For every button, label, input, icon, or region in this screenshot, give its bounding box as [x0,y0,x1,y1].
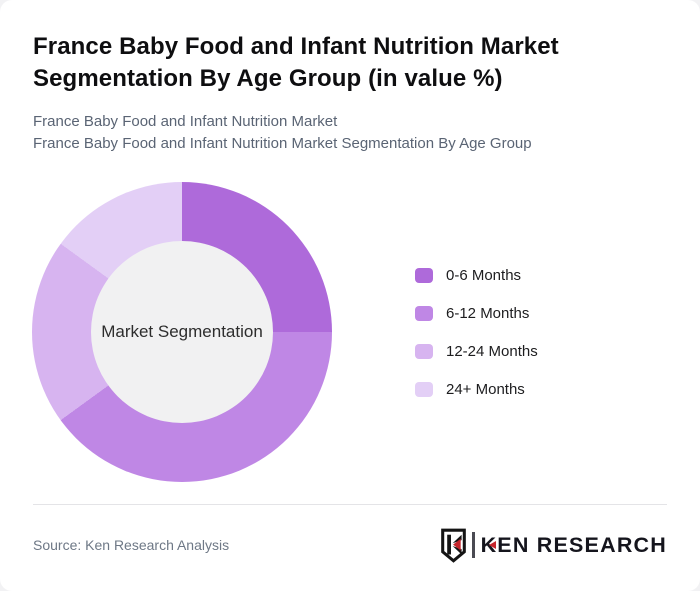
legend-swatch-icon [415,344,433,359]
brand-text-wrap: KEN RESEARCH [481,527,667,563]
legend-item: 6-12 Months [415,306,538,321]
brand-separator [472,532,475,558]
legend-item: 0-6 Months [415,268,538,283]
legend-swatch-icon [415,306,433,321]
legend-label: 0-6 Months [446,267,522,284]
subtitle-line-2: France Baby Food and Infant Nutrition Ma… [33,135,532,152]
donut-chart-hole: Market Segmentation [91,241,273,423]
legend-item: 12-24 Months [415,344,538,359]
legend-swatch-icon [415,268,433,283]
chart-legend: 0-6 Months 6-12 Months 12-24 Months 24+ … [415,268,538,420]
page-title: France Baby Food and Infant Nutrition Ma… [33,33,559,92]
legend-label: 24+ Months [446,381,525,398]
legend-swatch-icon [415,382,433,397]
legend-item: 24+ Months [415,382,538,397]
brand-k-red-triangle-icon [488,540,496,549]
brand-text: KEN RESEARCH [480,533,667,557]
ken-research-shield-icon [441,528,466,563]
legend-label: 12-24 Months [446,343,538,360]
donut-center-label: Market Segmentation [101,322,263,341]
source-text: Source: Ken Research Analysis [33,537,230,553]
legend-label: 6-12 Months [446,305,530,322]
footer-divider [33,504,667,505]
ken-research-logo: KEN RESEARCH [440,527,667,563]
subtitle-line-1: France Baby Food and Infant Nutrition Ma… [33,113,338,130]
